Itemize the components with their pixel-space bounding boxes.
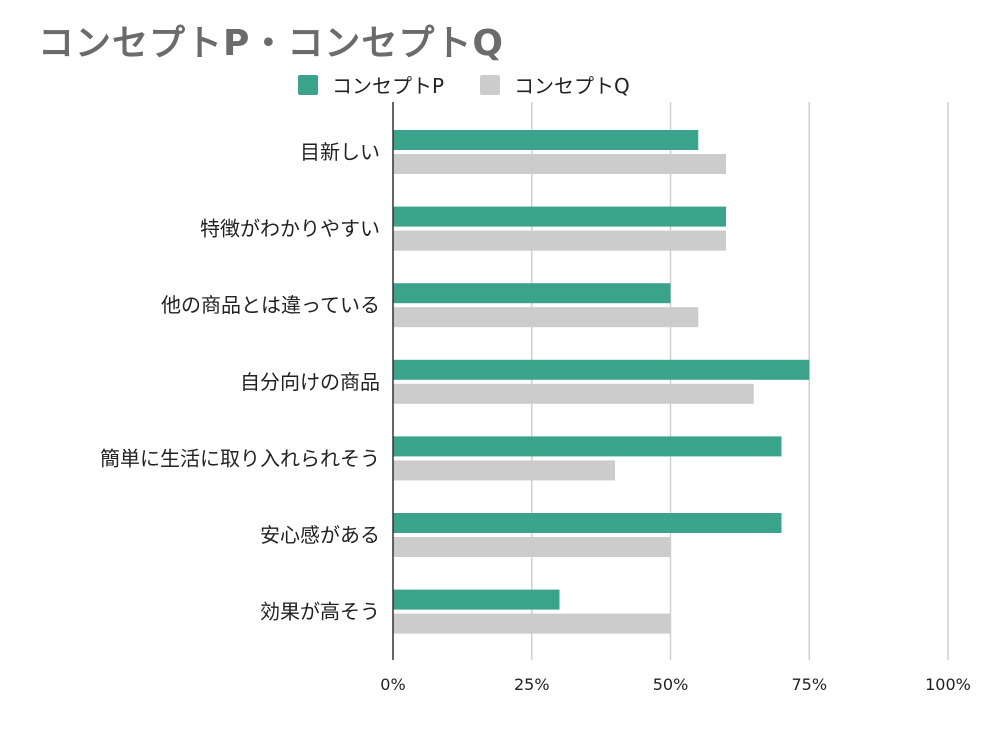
bar-concept-q [393,613,671,634]
x-tick-label: 25% [514,675,550,694]
bar-concept-q [393,537,671,557]
category-label: 自分向けの商品 [240,370,380,394]
bar-concept-q [393,383,754,404]
bar-concept-p [393,436,782,457]
chart-title: コンセプトP・コンセプトQ [38,23,504,64]
legend-item-concept-q[interactable]: コンセプトQ [480,70,630,99]
legend-swatch-concept-q [480,74,501,95]
bar-concept-p [393,206,726,227]
category-label: 効果が高そう [260,600,380,624]
x-tick-label: 0% [380,675,405,694]
bar-concept-p [393,359,810,380]
category-label: 目新しい [300,140,380,164]
bar-concept-q [393,230,726,251]
category-label: 簡単に生活に取り入れられそう [100,446,380,470]
legend-swatch-concept-p [298,74,318,95]
bar-concept-p [393,130,699,150]
legend-item-concept-p[interactable]: コンセプトP [298,70,444,99]
x-tick-label: 50% [653,675,689,694]
x-tick-label: 75% [791,675,827,694]
legend-label-concept-p: コンセプトP [332,74,445,98]
category-label: 特徴がわかりやすい [200,217,380,241]
legend-label-concept-q: コンセプトQ [514,74,630,98]
category-label: 安心感がある [260,523,380,547]
bar-concept-p [393,283,671,304]
bar-concept-p [393,589,560,610]
bar-concept-q [393,154,726,174]
category-label: 他の商品とは違っている [161,293,380,317]
legend: コンセプトP コンセプトQ [298,70,666,99]
bar-concept-q [393,460,615,481]
bar-concept-p [393,513,782,533]
bar-concept-q [393,307,699,328]
x-tick-label: 100% [925,675,971,694]
